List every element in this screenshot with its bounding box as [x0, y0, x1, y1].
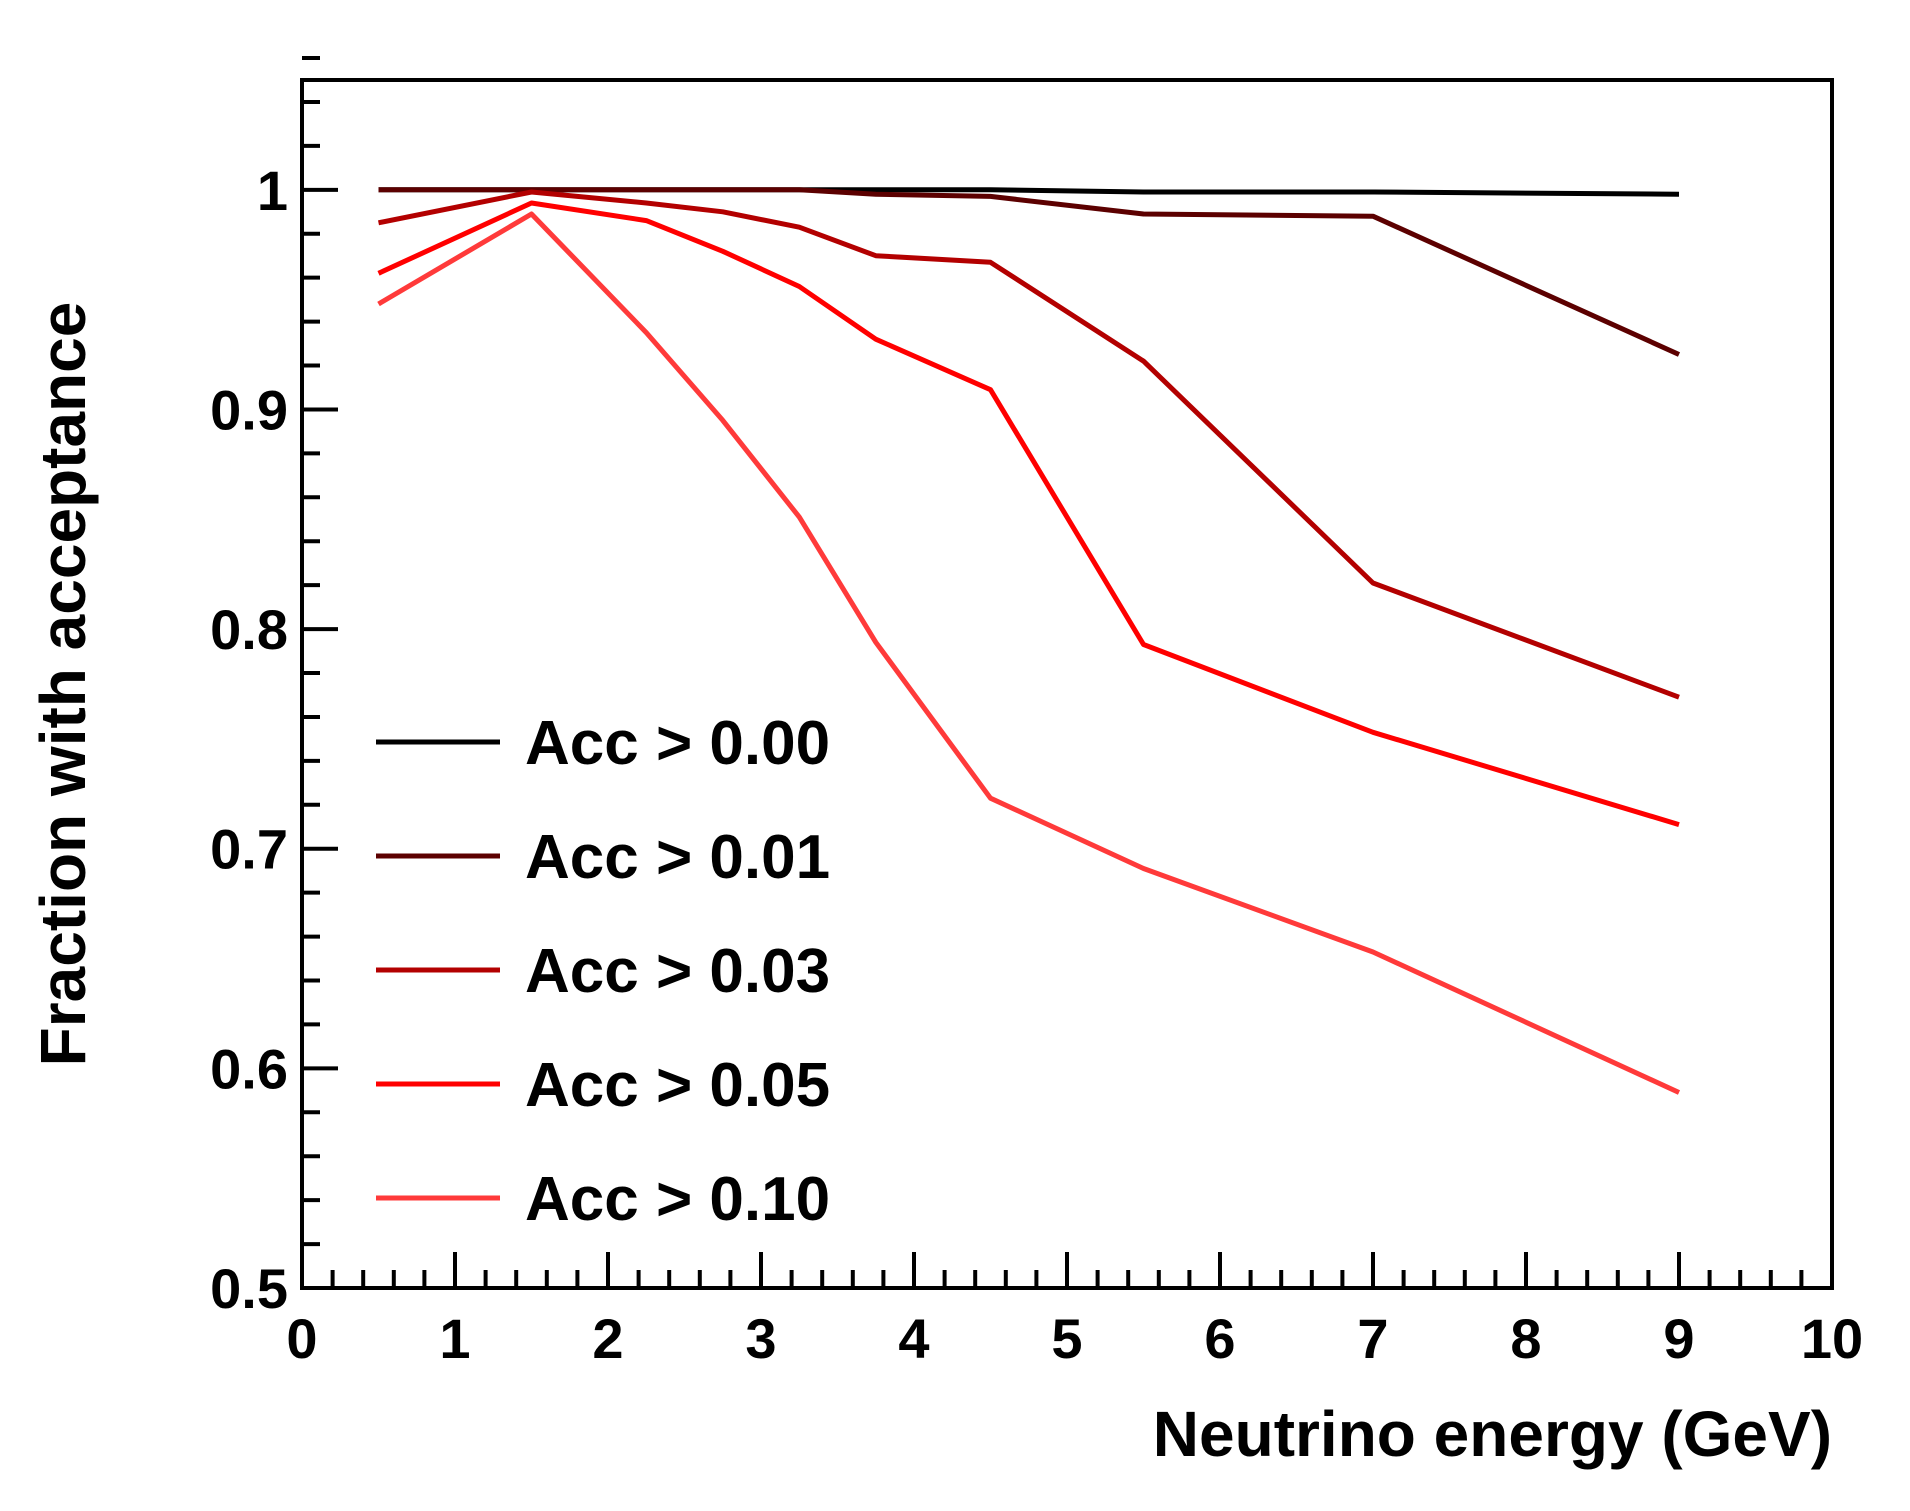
x-tick-label: 4 [898, 1307, 929, 1370]
x-tick-label: 6 [1204, 1307, 1235, 1370]
x-tick-label: 3 [745, 1307, 776, 1370]
legend-label-4: Acc > 0.10 [525, 1165, 830, 1234]
x-axis-title: Neutrino energy (GeV) [1153, 1398, 1832, 1470]
legend: Acc > 0.00 Acc > 0.01 Acc > 0.03 Acc > 0.05… [376, 709, 830, 1234]
y-axis-title: Fraction with acceptance [27, 302, 99, 1067]
series-line-3 [377, 200, 1680, 827]
x-tick-label: 0 [286, 1307, 317, 1370]
x-tick-label: 1 [439, 1307, 470, 1370]
legend-label-1: Acc > 0.01 [525, 823, 830, 892]
y-tick-label: 0.7 [210, 818, 288, 881]
series-line-4 [377, 211, 1681, 1095]
y-tick-label: 1 [257, 159, 288, 222]
x-tick-labels: 0 1 2 3 4 5 6 7 8 9 10 [286, 1307, 1863, 1370]
series-line-2 [378, 189, 1680, 700]
plot-frame [300, 78, 1834, 1290]
x-tick-label: 5 [1051, 1307, 1082, 1370]
legend-label-3: Acc > 0.05 [525, 1051, 830, 1120]
x-tick-label: 8 [1510, 1307, 1541, 1370]
x-tick-label: 10 [1801, 1307, 1863, 1370]
y-tick-label: 0.8 [210, 598, 288, 661]
y-tick-label: 0.9 [210, 378, 288, 441]
y-tick-label: 0.5 [210, 1257, 288, 1320]
x-tick-label: 7 [1357, 1307, 1388, 1370]
x-tick-label: 2 [592, 1307, 623, 1370]
y-tick-label: 0.6 [210, 1037, 288, 1100]
series-line-1 [378, 187, 1681, 357]
y-tick-labels: 0.5 0.6 0.7 0.8 0.9 1 [210, 159, 288, 1320]
x-tick-label: 9 [1663, 1307, 1694, 1370]
series-lines [377, 187, 1681, 1095]
legend-label-2: Acc > 0.03 [525, 937, 830, 1006]
legend-label-0: Acc > 0.00 [525, 709, 830, 778]
